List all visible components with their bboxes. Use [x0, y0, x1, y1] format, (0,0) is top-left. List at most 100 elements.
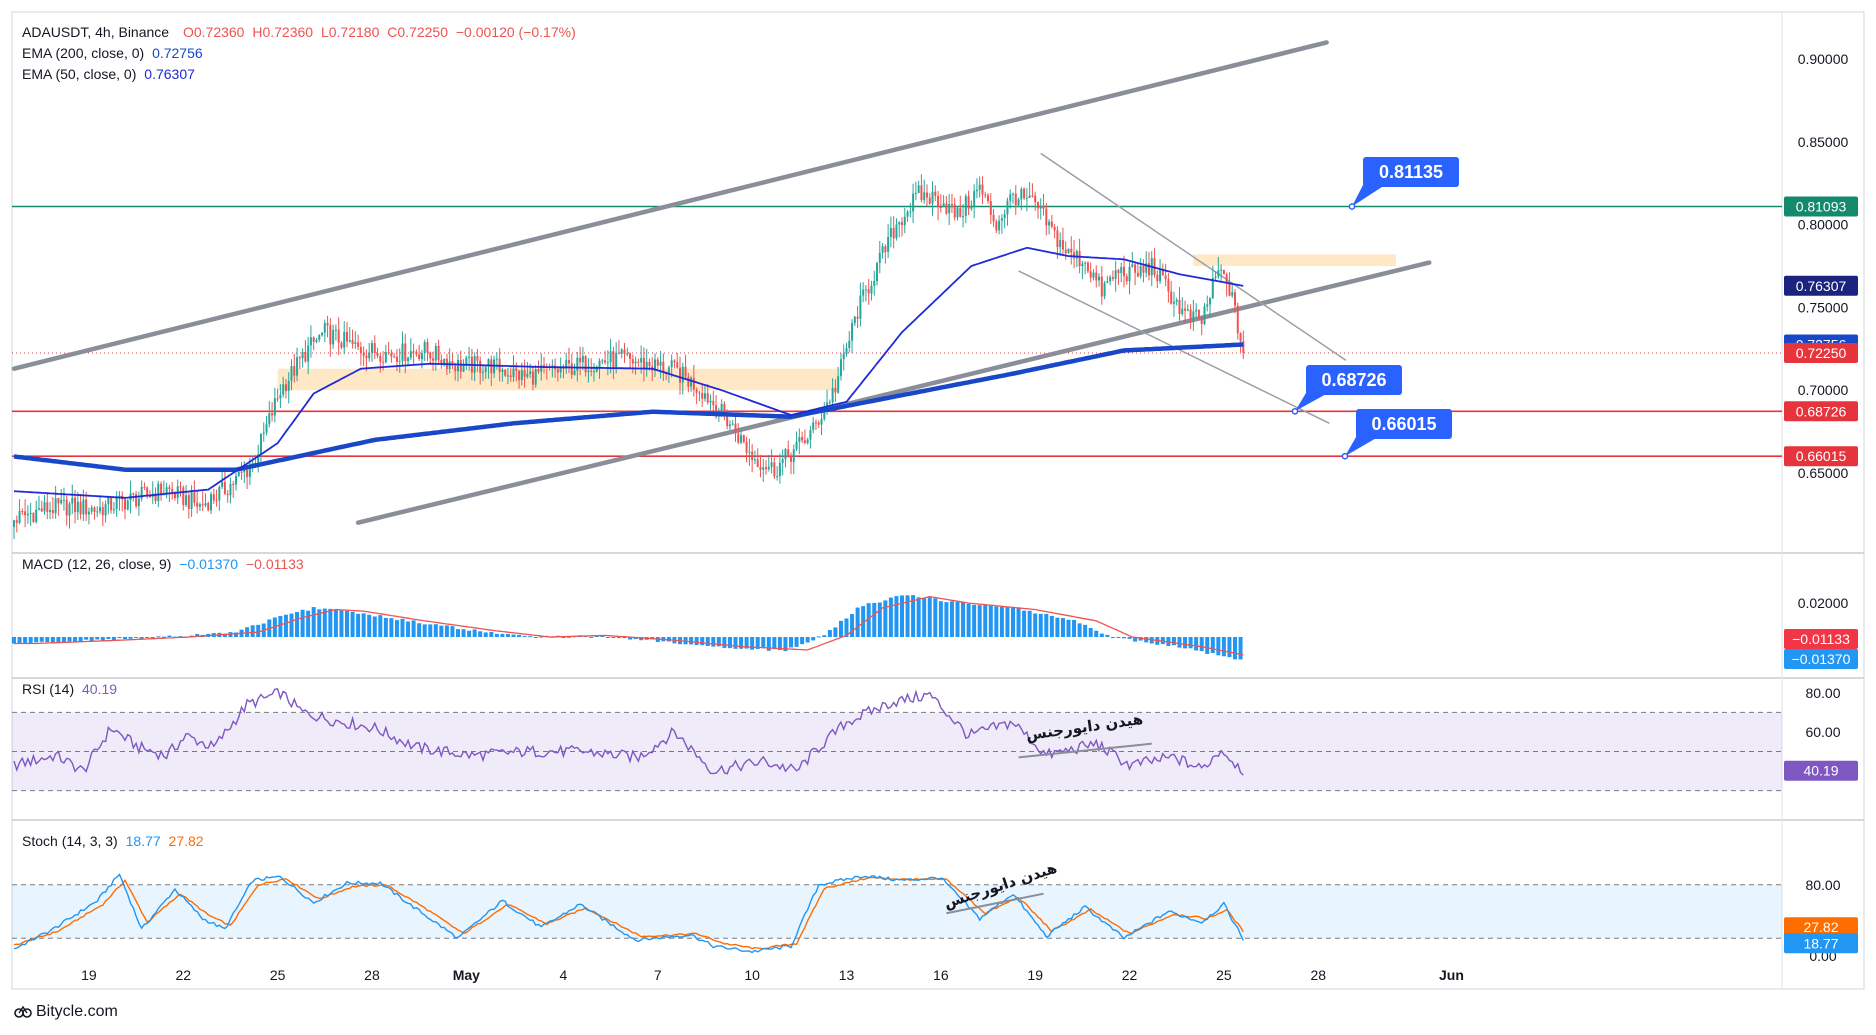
candle-body — [642, 357, 645, 369]
candle-body — [906, 212, 909, 217]
callout-box[interactable] — [1356, 409, 1452, 439]
candle-body — [190, 492, 193, 509]
ema200-legend[interactable]: EMA (200, close, 0) 0.72756 — [22, 45, 203, 61]
stoch-legend[interactable]: Stoch (14, 3, 3) 18.77 27.82 — [22, 833, 204, 849]
macd-bar — [489, 631, 494, 637]
candle-body — [65, 499, 68, 516]
candle-body — [509, 375, 512, 378]
candle-body — [1034, 195, 1037, 203]
candle-body — [631, 358, 634, 364]
level-tag-label: 0.68726 — [1796, 403, 1847, 419]
macd-pane: 0.02000 −0.01133 −0.01370 — [12, 595, 1858, 669]
candle-body — [257, 454, 260, 464]
candle-body — [981, 184, 984, 195]
time-axis[interactable]: 19 22 25 28 May 4 7 10 13 16 19 22 25 28 Jun — [81, 967, 1464, 983]
macd-bar — [522, 635, 527, 637]
candle-body — [612, 351, 615, 368]
rsi-legend[interactable]: RSI (14) 40.19 — [22, 681, 117, 697]
candle-body — [1095, 272, 1098, 281]
macd-bar — [89, 637, 94, 642]
candle-body — [1092, 272, 1095, 278]
macd-legend[interactable]: MACD (12, 26, close, 9) −0.01370 −0.0113… — [22, 556, 304, 572]
wedge-line[interactable] — [1040, 152, 1347, 362]
macd-bar — [289, 613, 294, 637]
macd-bar — [1171, 637, 1176, 646]
brand-watermark[interactable]: Bitycle.com — [14, 1003, 118, 1021]
candle-body — [1161, 269, 1164, 276]
stoch-divergence-line[interactable] — [946, 892, 1044, 915]
horizontal-levels[interactable]: 0.810930.687260.660150.763070.727560.722… — [12, 196, 1858, 467]
candle-body — [670, 360, 673, 368]
candle-body — [481, 371, 484, 373]
macd-bar — [739, 637, 744, 649]
macd-bar — [356, 613, 361, 637]
macd-bar — [1011, 607, 1015, 637]
macd-bar — [456, 629, 460, 637]
candle-body — [842, 354, 845, 360]
candle-body — [1061, 240, 1064, 250]
candle-body — [182, 487, 185, 506]
candle-body — [568, 360, 570, 364]
candle-body — [798, 437, 801, 442]
candle-body — [401, 343, 404, 362]
candle-body — [312, 337, 315, 342]
candle-body — [459, 359, 462, 372]
candle-body — [515, 368, 518, 371]
candle-body — [343, 332, 346, 348]
candle-body — [967, 196, 970, 209]
macd-bar — [761, 637, 766, 649]
candle-body — [293, 366, 296, 376]
price-callouts[interactable]: 0.81135 0.68726 0.66015 — [1291, 157, 1459, 460]
macd-bar — [838, 620, 843, 637]
candle-body — [720, 403, 723, 413]
candle-body — [1197, 309, 1200, 318]
candle-body — [934, 191, 937, 196]
trend-lines[interactable] — [11, 40, 1432, 525]
candle-body — [40, 508, 43, 512]
channel-line[interactable] — [11, 40, 1329, 371]
macd-bar — [1049, 615, 1054, 637]
candle-body — [620, 349, 623, 354]
macd-bar — [611, 637, 616, 638]
macd-bar — [1027, 610, 1032, 637]
price-tick-label: 0.75000 — [1798, 299, 1849, 315]
ema50-legend[interactable]: EMA (50, close, 0) 0.76307 — [22, 66, 195, 82]
macd-bar — [1088, 627, 1093, 637]
candle-body — [901, 222, 903, 226]
candle-body — [923, 192, 926, 201]
channel-line-extension[interactable] — [1324, 260, 1432, 290]
macd-bar — [278, 615, 283, 637]
candle-body — [1236, 305, 1239, 334]
candle-body — [412, 351, 415, 353]
callout-box[interactable] — [1363, 157, 1459, 187]
candle-body — [876, 263, 879, 282]
candle-body — [221, 481, 224, 487]
macd-bar — [417, 623, 422, 637]
candle-body — [801, 437, 804, 441]
candle-body — [82, 499, 85, 515]
macd-bar — [528, 636, 533, 638]
candle-body — [845, 348, 848, 355]
candle-body — [581, 356, 584, 363]
candle-body — [165, 487, 168, 494]
symbol-title[interactable]: ADAUSDT, 4h, Binance — [22, 24, 170, 40]
candle-body — [229, 483, 232, 496]
candle-body — [68, 503, 71, 516]
candle-body — [667, 367, 670, 373]
callout-anchor-dot — [1348, 203, 1356, 210]
candle-body — [359, 346, 362, 354]
callout-box[interactable] — [1306, 365, 1402, 395]
time-tick-label: 25 — [1216, 967, 1232, 983]
candle-body — [728, 424, 731, 427]
candle-body — [579, 357, 582, 363]
macd-bar — [988, 605, 993, 637]
price-axis[interactable]: 0.90000 0.85000 0.80000 0.75000 0.70000 0.650… — [1798, 51, 1849, 481]
candle-body — [273, 398, 276, 416]
candle-body — [1217, 270, 1220, 277]
rsi-line — [13, 688, 1244, 776]
macd-bar — [961, 602, 966, 637]
rsi-divergence-line[interactable] — [1018, 742, 1152, 759]
candle-body — [1189, 309, 1192, 321]
macd-bar — [128, 637, 133, 639]
